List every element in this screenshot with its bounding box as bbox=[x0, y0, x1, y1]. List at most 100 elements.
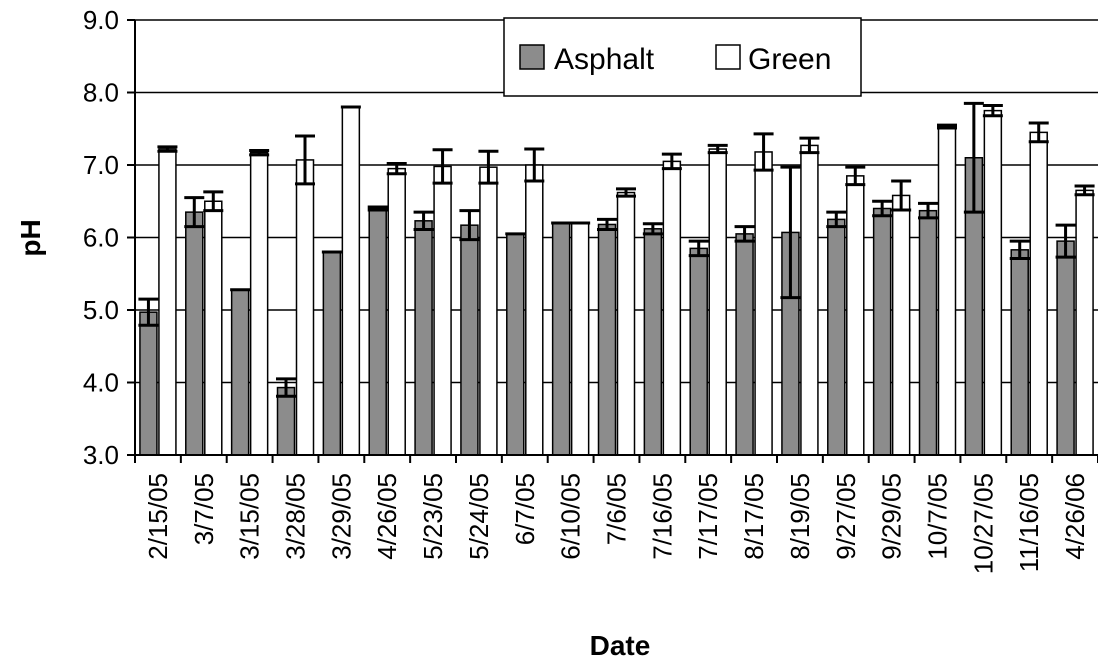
x-tick-label: 2/15/05 bbox=[143, 473, 173, 560]
bar-green bbox=[800, 144, 819, 456]
error-bar-green bbox=[203, 190, 224, 213]
x-tick-label: 11/16/05 bbox=[1014, 473, 1044, 572]
y-tick-label: 5.0 bbox=[83, 295, 119, 325]
legend-label-asphalt: Asphalt bbox=[554, 43, 655, 76]
error-bar-green bbox=[891, 179, 912, 212]
x-tick-label: 6/10/05 bbox=[556, 473, 586, 560]
bar-asphalt bbox=[551, 222, 571, 456]
y-tick-labels: 3.0 4.0 5.0 6.0 7.0 8.0 9.0 bbox=[83, 5, 119, 470]
axes bbox=[134, 20, 1098, 463]
bar-green bbox=[295, 159, 315, 456]
x-tick-label: 3/29/05 bbox=[326, 473, 356, 560]
x-tick-label: 8/19/05 bbox=[785, 473, 815, 560]
error-bar-asphalt bbox=[138, 297, 159, 327]
error-bar-asphalt bbox=[963, 101, 984, 214]
x-tick-label: 3/28/05 bbox=[281, 473, 311, 560]
x-tick-label: 3/15/05 bbox=[235, 473, 265, 560]
error-bar-asphalt bbox=[276, 377, 296, 398]
error-bar-asphalt bbox=[872, 199, 893, 218]
legend-label-green: Green bbox=[748, 43, 831, 76]
bar-green bbox=[387, 167, 406, 456]
error-bar-green bbox=[1074, 184, 1095, 197]
error-bar-green bbox=[478, 149, 499, 185]
bar-asphalt bbox=[185, 211, 204, 456]
x-tick-label: 5/23/05 bbox=[418, 473, 448, 560]
error-bar-asphalt bbox=[1009, 239, 1030, 261]
bar-asphalt bbox=[506, 233, 525, 456]
bar-green bbox=[1029, 131, 1048, 456]
bar-green bbox=[891, 194, 911, 456]
error-bar-green bbox=[386, 162, 407, 176]
error-bar-asphalt bbox=[184, 196, 205, 229]
bar-green bbox=[433, 165, 452, 456]
x-tick-label: 9/27/05 bbox=[831, 473, 861, 560]
error-bar-green bbox=[157, 145, 178, 153]
x-tick-label: 10/27/05 bbox=[968, 473, 998, 574]
bar-asphalt bbox=[322, 251, 342, 456]
error-bar-asphalt bbox=[1055, 223, 1076, 259]
x-tick-label: 3/7/05 bbox=[189, 473, 219, 545]
error-bar-green bbox=[937, 123, 957, 130]
error-bar-asphalt bbox=[367, 205, 388, 212]
legend: Asphalt Green bbox=[503, 17, 862, 97]
bar-green bbox=[616, 191, 636, 456]
x-tick-label: 7/6/05 bbox=[602, 473, 632, 545]
error-bar-green bbox=[982, 104, 1003, 118]
x-tick-labels: 2/15/05 3/7/05 3/15/05 3/28/05 3/29/05 4/26/0… bbox=[143, 473, 1090, 574]
bar-green bbox=[525, 164, 544, 456]
bar-asphalt bbox=[1056, 240, 1075, 456]
y-tick-label: 6.0 bbox=[83, 223, 119, 253]
bar-green bbox=[708, 148, 727, 456]
bar-asphalt bbox=[872, 207, 892, 456]
error-bar-asphalt bbox=[734, 225, 755, 243]
y-tick-label: 9.0 bbox=[83, 5, 119, 35]
bar-asphalt bbox=[735, 233, 754, 456]
legend-swatch-asphalt bbox=[519, 44, 545, 70]
bar-asphalt bbox=[368, 207, 387, 456]
error-bar-green bbox=[432, 148, 453, 185]
x-tick-label: 6/7/05 bbox=[510, 473, 540, 545]
bar-green bbox=[662, 160, 682, 456]
legend-swatch-green bbox=[715, 44, 741, 70]
bar-green bbox=[158, 148, 177, 456]
bar-asphalt bbox=[1010, 249, 1029, 456]
bar-green bbox=[846, 175, 865, 456]
bar-green bbox=[204, 200, 223, 456]
x-tick-label: 4/26/06 bbox=[1060, 473, 1090, 560]
bar-green bbox=[341, 106, 361, 456]
error-bar-green bbox=[799, 136, 820, 155]
y-axis-title: pH bbox=[15, 219, 46, 256]
y-tick-label: 4.0 bbox=[83, 368, 119, 398]
x-tick-label: 5/24/05 bbox=[464, 473, 494, 560]
error-bars bbox=[138, 101, 1095, 398]
x-tick-label: 7/16/05 bbox=[647, 473, 677, 560]
x-axis-title: Date bbox=[590, 630, 651, 660]
bar-asphalt bbox=[139, 311, 158, 456]
x-tick-label: 9/29/05 bbox=[877, 473, 907, 560]
x-tick-label: 8/17/05 bbox=[739, 473, 769, 560]
error-bar-green bbox=[249, 149, 270, 157]
bar-asphalt bbox=[689, 247, 708, 456]
error-bar-asphalt bbox=[413, 210, 434, 232]
error-bar-asphalt bbox=[780, 165, 801, 300]
y-tick-label: 8.0 bbox=[83, 78, 119, 108]
bar-green bbox=[754, 151, 773, 456]
bar-green bbox=[1075, 189, 1094, 456]
error-bar-asphalt bbox=[688, 239, 709, 258]
error-bar-green bbox=[295, 134, 315, 186]
bar-asphalt bbox=[460, 224, 479, 456]
x-tick-label: 10/7/05 bbox=[923, 473, 953, 560]
x-tick-label: 7/17/05 bbox=[693, 473, 723, 560]
bar-asphalt bbox=[827, 218, 846, 456]
bar-asphalt bbox=[414, 220, 433, 456]
bar-asphalt bbox=[918, 209, 938, 456]
bar-asphalt bbox=[230, 288, 250, 456]
error-bar-green bbox=[845, 165, 866, 187]
x-tick-label: 4/26/05 bbox=[372, 473, 402, 560]
bar-green bbox=[570, 222, 590, 456]
y-tick-label: 7.0 bbox=[83, 150, 119, 180]
error-bar-asphalt bbox=[918, 201, 938, 220]
error-bar-green bbox=[661, 152, 682, 171]
error-bar-asphalt bbox=[597, 217, 617, 232]
